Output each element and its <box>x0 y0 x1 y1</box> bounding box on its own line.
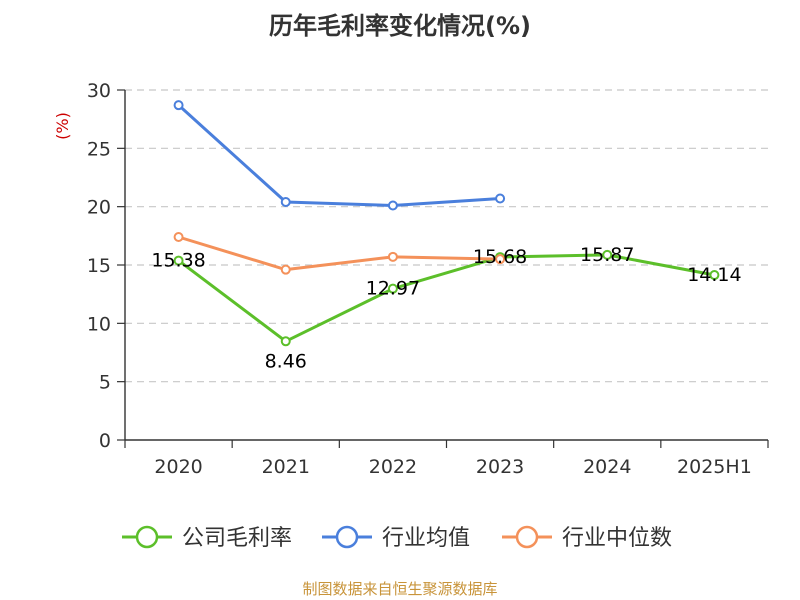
y-tick-label: 5 <box>99 372 111 394</box>
y-tick-label: 15 <box>87 255 111 277</box>
y-axis-label: (%) <box>53 112 72 140</box>
y-tick-label: 20 <box>87 197 111 219</box>
y-tick-label: 0 <box>99 430 111 452</box>
data-label: 15.68 <box>473 246 527 268</box>
source-note: 制图数据来自恒生聚源数据库 <box>302 580 498 598</box>
data-label: 15.87 <box>580 244 634 266</box>
data-labels: 15.38 8.46 12.97 15.68 15.87 14.14 <box>151 244 741 372</box>
legend-label: 公司毛利率 <box>182 526 292 551</box>
data-label: 12.97 <box>366 278 420 300</box>
data-point <box>387 200 398 211</box>
series-line-1 <box>177 104 501 207</box>
data-label: 8.46 <box>265 350 307 372</box>
y-tick-label: 10 <box>87 313 111 335</box>
legend: 公司毛利率 行业均值 行业中位数 <box>122 525 672 551</box>
data-point <box>387 283 398 294</box>
series-line-2 <box>178 235 501 272</box>
data-point <box>173 232 184 242</box>
axes: 0 5 10 15 20 25 30 2020 2021 2022 2023 2024 2025H1 (%… <box>53 80 769 478</box>
data-point <box>495 193 506 204</box>
x-tick-label: 2022 <box>369 456 417 478</box>
data-point <box>495 254 506 265</box>
data-point <box>387 251 398 262</box>
y-tick-label: 30 <box>87 80 111 102</box>
legend-label: 行业均值 <box>382 526 470 551</box>
data-point <box>280 197 291 207</box>
x-tick-label: 2024 <box>583 456 631 478</box>
legend-item-2[interactable]: 行业中位数 <box>502 525 672 551</box>
data-label: 14.14 <box>687 264 741 286</box>
grid-lines <box>125 89 768 383</box>
legend-marker <box>335 525 359 549</box>
data-point <box>709 270 720 281</box>
x-tick-label: 2021 <box>262 456 310 478</box>
chart-title: 历年毛利率变化情况(%) <box>269 12 531 40</box>
series-lines <box>173 100 720 347</box>
legend-label: 行业中位数 <box>562 526 672 551</box>
legend-item-0[interactable]: 公司毛利率 <box>122 525 292 551</box>
series-line-0 <box>177 253 715 343</box>
x-tick-label: 2023 <box>476 456 524 478</box>
data-point <box>173 100 184 111</box>
x-tick-label: 2020 <box>154 456 202 478</box>
data-label: 15.38 <box>151 250 205 272</box>
data-point <box>280 264 291 275</box>
data-point <box>602 249 613 260</box>
legend-marker <box>135 525 159 549</box>
legend-item-1[interactable]: 行业均值 <box>322 525 470 551</box>
legend-marker <box>515 525 539 549</box>
x-tick-label: 2025H1 <box>677 456 752 478</box>
data-point <box>280 336 291 347</box>
y-tick-label: 25 <box>87 138 111 160</box>
data-point <box>173 255 184 266</box>
